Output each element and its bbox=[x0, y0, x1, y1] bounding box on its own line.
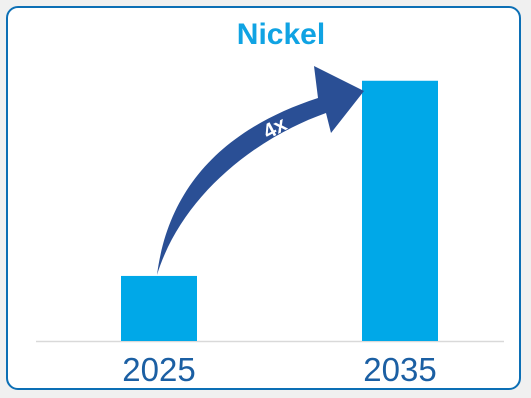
bar-2025 bbox=[121, 275, 197, 341]
bars-group bbox=[121, 80, 438, 341]
bar-2035 bbox=[362, 80, 438, 341]
chart-title: Nickel bbox=[237, 18, 325, 51]
x-axis-ticks: 2025 2035 bbox=[122, 351, 436, 388]
x-tick-label-2025: 2025 bbox=[122, 351, 195, 388]
growth-arrow bbox=[157, 66, 364, 275]
x-tick-label-2035: 2035 bbox=[363, 351, 436, 388]
